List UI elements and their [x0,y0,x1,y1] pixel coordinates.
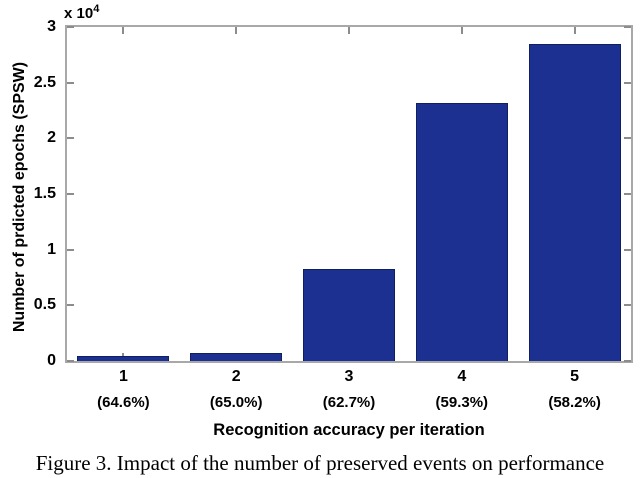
y-tick-label: 0 [47,352,56,369]
y-axis-tick-mark [67,360,74,362]
plot-area [65,25,633,363]
y-axis-exponent-label: x 104 [64,3,99,22]
x-tick-accuracy-label: (59.3%) [435,394,489,411]
x-tick-label: 4 [457,368,467,385]
x-tick-label: 5 [570,368,580,385]
y-axis-tick-mark [67,81,74,84]
x-tick-label: 2 [231,368,241,385]
x-axis-tick-mark-top [460,27,463,34]
y-tick-label: 0.5 [33,296,56,314]
y-axis-tick-mark-right [624,137,631,140]
x-tick-accuracy-label: (58.2%) [548,394,601,411]
x-axis-title: Recognition accuracy per iteration [213,421,485,439]
bar-iteration-3 [303,269,395,361]
y-tick-label: 1 [47,240,56,258]
y-axis-tick-mark-right [624,193,631,195]
y-axis-tick-mark-right [624,81,631,84]
x-tick-accuracy-label: (65.0%) [209,394,263,411]
figure-caption: Figure 3. Impact of the number of preser… [35,451,605,475]
y-axis-tick-mark [67,248,74,251]
y-axis-exponent-power: 4 [93,3,100,15]
y-axis-tick-mark-right [624,248,631,251]
y-tick-label: 1.5 [33,185,56,202]
bar-iteration-5 [529,44,621,361]
bar-iteration-1 [77,356,169,361]
y-axis-tick-mark [67,304,74,307]
y-axis-tick-mark-right [624,26,631,28]
x-axis-tick-mark-top [122,27,125,34]
x-tick-accuracy-label: (62.7%) [322,394,376,411]
y-axis-tick-mark [67,26,74,28]
y-axis-exponent-base: x 10 [64,5,94,22]
y-tick-label: 2.5 [33,73,56,91]
bar-iteration-2 [190,353,282,361]
y-axis-tick-mark-right [624,360,631,362]
bar-iteration-4 [416,103,508,361]
y-axis-tick-mark [67,193,74,195]
y-axis-tick-mark [67,137,74,140]
x-tick-label: 1 [118,368,128,385]
x-tick-label: 3 [344,368,354,385]
x-tick-accuracy-label: (64.6%) [97,394,150,411]
y-tick-label: 3 [47,18,56,35]
x-axis-tick-mark-top [573,27,576,34]
x-axis-tick-mark-top [348,27,350,34]
x-axis-tick-mark-top [235,27,238,34]
y-axis-tick-mark-right [624,304,631,307]
y-tick-label: 2 [47,129,56,147]
